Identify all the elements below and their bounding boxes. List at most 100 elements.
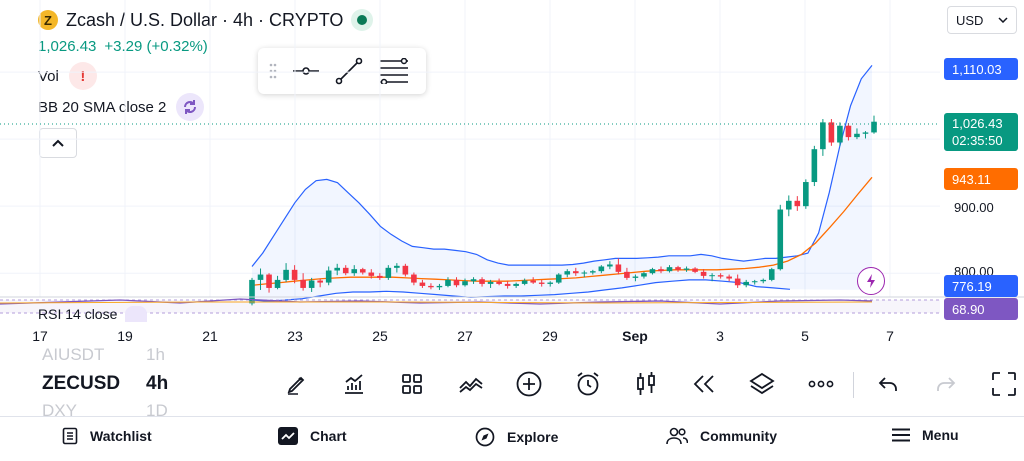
candle-body bbox=[325, 270, 332, 283]
candle-body bbox=[300, 279, 306, 288]
time-axis-label: Sep bbox=[622, 328, 648, 344]
nav-community-label: Community bbox=[700, 428, 777, 444]
nav-explore[interactable]: Explore bbox=[475, 427, 558, 447]
candle-body bbox=[871, 121, 877, 133]
ai-sparkle-icon[interactable] bbox=[857, 267, 885, 295]
watchlist-next-symbol[interactable]: DXY bbox=[42, 401, 77, 420]
candle-body bbox=[564, 271, 571, 275]
watchlist-prev-interval: 1h bbox=[146, 345, 165, 364]
bb-lower-label: 776.19 bbox=[944, 275, 1018, 297]
candle-body bbox=[760, 279, 767, 282]
time-axis-label: 3 bbox=[716, 328, 724, 344]
trend-line-icon[interactable] bbox=[334, 56, 364, 86]
candle-body bbox=[351, 269, 358, 274]
candle-body bbox=[479, 279, 485, 284]
candle-body bbox=[837, 125, 843, 143]
nav-menu[interactable]: Menu bbox=[892, 427, 959, 443]
undo-icon[interactable] bbox=[872, 368, 904, 400]
replay-icon[interactable] bbox=[688, 368, 720, 400]
candle-body bbox=[521, 280, 528, 284]
candle-body bbox=[598, 266, 605, 272]
candle-body bbox=[794, 200, 801, 207]
candle-body bbox=[504, 283, 511, 286]
currency-select[interactable]: USD bbox=[947, 6, 1017, 34]
candle-body bbox=[649, 269, 656, 274]
compare-icon[interactable] bbox=[455, 368, 487, 400]
candle-body bbox=[666, 267, 673, 272]
candle-body bbox=[811, 149, 818, 183]
candle-body bbox=[658, 269, 664, 272]
bb-label: BB 20 SMA close 2 bbox=[38, 98, 167, 116]
candle-body bbox=[342, 267, 349, 274]
candle-body bbox=[266, 274, 272, 288]
layouts-icon[interactable] bbox=[396, 368, 428, 400]
candle-body bbox=[394, 265, 400, 268]
candle-body bbox=[470, 279, 477, 282]
bb-upper-label: 1,110.03 bbox=[944, 58, 1018, 80]
time-axis-label: 29 bbox=[542, 328, 558, 344]
alert-icon[interactable] bbox=[572, 368, 604, 400]
collapse-legend-button[interactable] bbox=[39, 128, 77, 158]
drawing-toolbar[interactable] bbox=[258, 48, 426, 94]
bar-countdown: 02:35:50 bbox=[952, 133, 1003, 148]
current-interval[interactable]: 4h bbox=[146, 373, 169, 394]
time-axis-label: 5 bbox=[801, 328, 809, 344]
nav-community[interactable]: Community bbox=[666, 427, 777, 445]
candle-body bbox=[590, 271, 596, 273]
bb-upper-line bbox=[251, 65, 873, 267]
nav-watchlist[interactable]: Watchlist bbox=[62, 427, 152, 445]
community-icon bbox=[666, 427, 688, 445]
last-price: 1,026.43 bbox=[38, 38, 97, 55]
candle-body bbox=[581, 272, 588, 274]
watchlist-next-interval: 1D bbox=[146, 401, 168, 420]
nav-menu-label: Menu bbox=[922, 427, 959, 443]
candle-body bbox=[683, 268, 690, 270]
time-axis-label: 25 bbox=[372, 328, 388, 344]
candle-body bbox=[607, 264, 613, 267]
price-chart[interactable] bbox=[0, 0, 1024, 325]
layers-icon[interactable] bbox=[746, 368, 778, 400]
candle-body bbox=[572, 271, 579, 274]
bb-indicator-row[interactable]: BB 20 SMA close 2 bbox=[38, 93, 205, 121]
fib-retracement-icon[interactable] bbox=[378, 58, 410, 84]
rsi-indicator-row[interactable]: RSI 14 close bbox=[38, 306, 148, 322]
candle-body bbox=[692, 268, 698, 272]
candle-body bbox=[513, 283, 519, 286]
candle-body bbox=[487, 281, 494, 284]
candle-body bbox=[402, 265, 409, 275]
watchlist-prev-symbol[interactable]: AIUSDT bbox=[42, 345, 105, 364]
more-icon[interactable] bbox=[805, 368, 837, 400]
candle-body bbox=[334, 267, 341, 271]
time-axis-label: 17 bbox=[32, 328, 48, 344]
candle-body bbox=[445, 279, 451, 286]
current-symbol[interactable]: ZECUSD bbox=[42, 373, 121, 394]
candle-body bbox=[274, 279, 281, 288]
candle-body bbox=[530, 280, 536, 283]
candle-body bbox=[743, 281, 749, 286]
candle-body bbox=[675, 267, 681, 270]
warning-icon[interactable]: ! bbox=[68, 62, 97, 90]
nav-divider bbox=[0, 416, 1024, 417]
time-axis-label: 21 bbox=[202, 328, 218, 344]
candle-body bbox=[803, 182, 809, 207]
drag-handle-icon[interactable] bbox=[268, 61, 278, 81]
candle-body bbox=[436, 285, 443, 288]
redo-icon bbox=[930, 368, 962, 400]
rsi-sync-icon[interactable] bbox=[125, 306, 148, 322]
time-axis-label: 23 bbox=[287, 328, 303, 344]
candles-icon[interactable] bbox=[630, 368, 662, 400]
add-icon[interactable] bbox=[513, 368, 545, 400]
candle-body bbox=[785, 200, 792, 210]
candle-body bbox=[632, 276, 639, 278]
indicators-icon[interactable] bbox=[338, 368, 370, 400]
fullscreen-icon[interactable] bbox=[988, 368, 1020, 400]
symbol-header[interactable]: Z Zcash / U.S. Dollar · 4h · CRYPTO bbox=[38, 8, 374, 32]
candle-body bbox=[257, 274, 264, 280]
time-axis-label: 7 bbox=[886, 328, 894, 344]
sync-icon[interactable] bbox=[176, 93, 205, 121]
nav-chart[interactable]: Chart bbox=[278, 427, 347, 445]
candle-body bbox=[641, 273, 647, 277]
brush-icon[interactable] bbox=[281, 368, 313, 400]
bb-lower-line bbox=[251, 279, 791, 302]
symbol-title[interactable]: Zcash / U.S. Dollar · 4h · CRYPTO bbox=[66, 9, 344, 30]
